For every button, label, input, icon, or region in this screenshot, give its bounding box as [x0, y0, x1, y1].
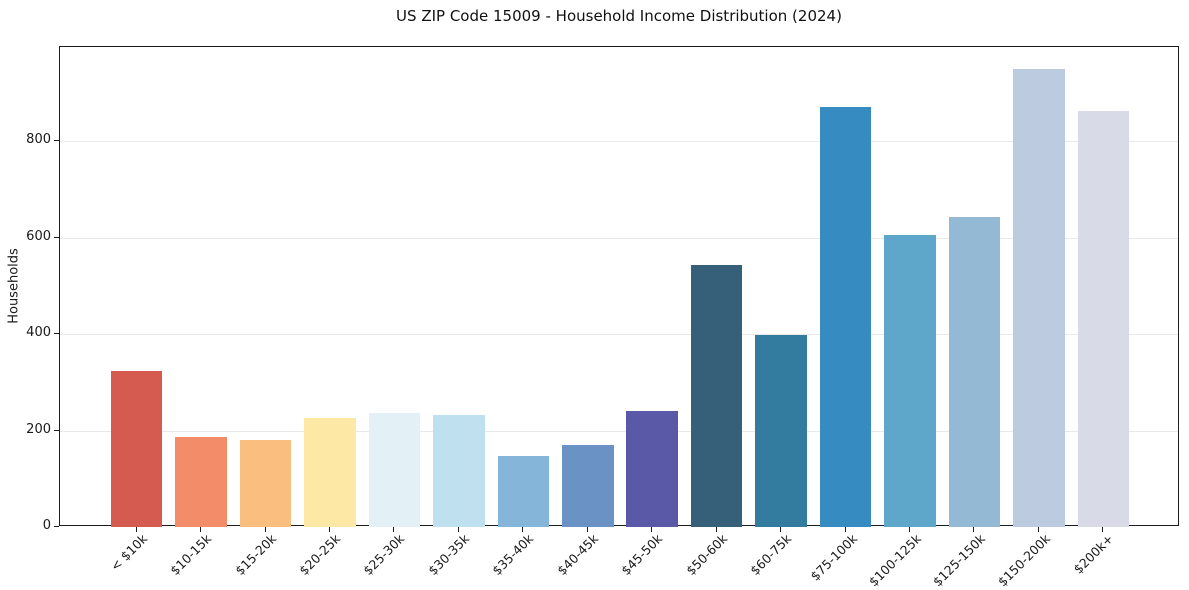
bar-$125-150k — [948, 217, 1001, 527]
x-tick-mark — [651, 527, 652, 532]
bar-$10-15k — [175, 436, 227, 527]
x-tick-label: $200k+ — [1070, 531, 1117, 577]
chart-title: US ZIP Code 15009 - Household Income Dis… — [396, 7, 842, 25]
x-tick-mark — [265, 527, 266, 532]
x-tick-mark — [458, 527, 459, 532]
gridline-200 — [60, 431, 1178, 432]
bar-$150-200k — [1013, 69, 1065, 527]
bar-< $10k — [110, 370, 163, 527]
x-tick-mark — [393, 527, 394, 532]
x-tick-label: $125-150k — [929, 531, 988, 590]
x-tick-label: $45-50k — [618, 531, 666, 579]
x-tick-mark — [200, 527, 201, 532]
bar-$15-20k — [239, 440, 292, 527]
x-tick-label: $25-30k — [360, 531, 408, 579]
y-tick-mark — [54, 237, 59, 238]
bar-$30-35k — [433, 415, 485, 527]
x-tick-mark — [973, 527, 974, 532]
y-tick-label: 0 — [42, 518, 51, 533]
x-tick-mark — [522, 527, 523, 532]
y-tick-mark — [54, 430, 59, 431]
x-tick-mark — [136, 527, 137, 532]
plot-area — [59, 46, 1179, 527]
gridline-600 — [60, 238, 1178, 239]
bar-$75-100k — [819, 107, 872, 527]
bar-$60-75k — [755, 335, 807, 527]
bar-$50-60k — [690, 264, 743, 527]
x-tick-label: $75-100k — [806, 531, 860, 584]
y-axis-label: Households — [6, 248, 22, 324]
x-tick-label: $60-75k — [747, 531, 795, 579]
x-tick-mark — [1102, 527, 1103, 532]
x-tick-mark — [909, 527, 910, 532]
bar-$40-45k — [562, 445, 614, 527]
x-tick-label: $150-200k — [994, 531, 1053, 590]
x-tick-mark — [845, 527, 846, 532]
bar-$100-125k — [884, 234, 936, 527]
gridline-800 — [60, 141, 1178, 142]
gridline-400 — [60, 334, 1178, 335]
bar-$45-50k — [626, 411, 678, 527]
x-tick-mark — [587, 527, 588, 532]
y-tick-mark — [54, 526, 59, 527]
x-tick-label: < $10k — [107, 531, 151, 574]
y-tick-mark — [54, 333, 59, 334]
x-tick-label: $30-35k — [425, 531, 473, 579]
y-tick-label: 200 — [26, 422, 51, 437]
y-tick-mark — [54, 140, 59, 141]
y-tick-label: 400 — [26, 325, 51, 340]
y-tick-label: 600 — [26, 229, 51, 244]
x-tick-label: $40-45k — [554, 531, 602, 579]
x-tick-label: $10-15k — [167, 531, 215, 579]
y-tick-label: 800 — [26, 132, 51, 147]
x-tick-mark — [1038, 527, 1039, 532]
x-tick-label: $50-60k — [683, 531, 731, 579]
x-tick-mark — [780, 527, 781, 532]
bar-$20-25k — [304, 417, 356, 527]
x-tick-mark — [716, 527, 717, 532]
x-tick-label: $35-40k — [489, 531, 537, 579]
x-tick-label: $20-25k — [296, 531, 344, 579]
x-tick-label: $100-125k — [865, 531, 924, 590]
bar-$35-40k — [497, 456, 550, 527]
bar-$25-30k — [368, 412, 421, 527]
x-tick-label: $15-20k — [232, 531, 280, 579]
x-tick-mark — [329, 527, 330, 532]
bar-$200k+ — [1077, 111, 1130, 527]
